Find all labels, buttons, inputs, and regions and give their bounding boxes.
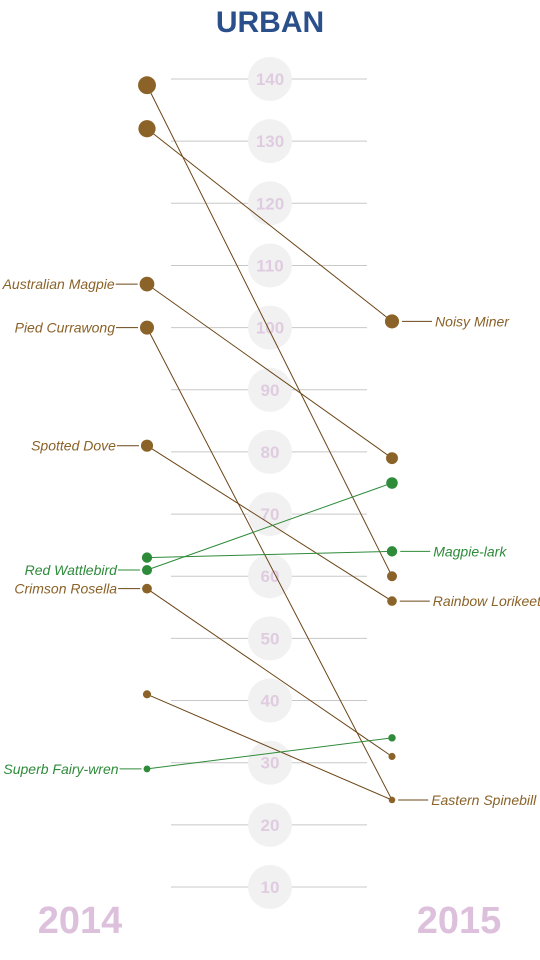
series-line [146, 327, 393, 801]
series-label-2014: Superb Fairy-wren [3, 761, 118, 777]
point-2014 [139, 276, 155, 292]
y-tick-label: 10 [261, 878, 280, 897]
year-2014-label: 2014 [38, 900, 123, 942]
series-line [146, 283, 393, 459]
tick-bubble [248, 305, 292, 350]
y-tick-label: 140 [256, 70, 284, 89]
y-tick-label: 100 [256, 319, 284, 338]
point-2015 [386, 546, 398, 557]
series-label-2014: Red Wattlebird [25, 562, 119, 578]
series-line [146, 693, 393, 801]
series-label-2015: Noisy Miner [435, 313, 510, 329]
point-2015 [386, 452, 398, 465]
point-2014 [138, 120, 156, 138]
tick-bubble [248, 865, 292, 909]
y-tick-label: 80 [261, 443, 280, 462]
y-tick-label: 60 [261, 567, 280, 586]
series-line [146, 482, 393, 571]
point-2015 [388, 752, 396, 761]
point-2015 [387, 596, 397, 606]
year-2015-label: 2015 [417, 900, 502, 942]
point-2014 [138, 76, 156, 95]
y-tick-label: 90 [261, 381, 280, 400]
tick-bubble [248, 492, 292, 537]
tick-bubble [248, 429, 292, 474]
series-label-2014: Australian Magpie [2, 276, 115, 292]
point-2014 [141, 564, 153, 576]
series-label-2015: Magpie-lark [433, 543, 507, 559]
y-tick-label: 30 [261, 754, 280, 773]
tick-bubble [248, 616, 292, 661]
y-tick-label: 70 [261, 505, 280, 524]
series-line [146, 588, 393, 757]
y-tick-label: 50 [261, 629, 280, 648]
tick-bubble [248, 243, 292, 288]
point-2014 [140, 439, 154, 452]
chart-title: URBAN [216, 6, 324, 39]
y-tick-label: 20 [261, 816, 280, 835]
grid-layer: 10 20 30 40 50 60 70 80 90 100 110 120 130 140 [171, 57, 367, 909]
series-line [146, 737, 393, 770]
tick-bubble [248, 119, 292, 164]
point-2015 [387, 571, 397, 582]
series-line [146, 128, 393, 322]
point-2014 [142, 583, 152, 594]
series-label-2014: Spotted Dove [31, 438, 116, 454]
point-2014 [142, 690, 152, 699]
series-label-2014: Crimson Rosella [14, 581, 117, 597]
y-tick-label: 130 [256, 132, 284, 151]
point-2015 [384, 314, 400, 329]
tick-bubble [248, 802, 292, 847]
tick-bubble [248, 554, 292, 599]
point-2015 [388, 734, 396, 742]
y-tick-label: 110 [256, 256, 283, 275]
tick-bubble [248, 181, 292, 226]
point-2015 [386, 477, 398, 489]
tick-bubble [248, 57, 292, 101]
series-line [146, 550, 393, 559]
series-label-2015: Rainbow Lorikeet [433, 593, 540, 609]
series-label-2014: Pied Currawong [15, 320, 116, 336]
tick-bubble [248, 678, 292, 723]
series-points [138, 76, 400, 804]
series-line [146, 445, 393, 602]
series-lines [146, 84, 393, 801]
y-tick-label: 40 [261, 692, 280, 711]
point-2014 [140, 320, 154, 335]
series-label-2015: Eastern Spinebill [431, 792, 537, 808]
series-labels: Noisy Miner Australian Magpie Pied Currawo… [2, 276, 540, 808]
point-2014 [143, 765, 151, 773]
y-tick-label: 120 [256, 194, 284, 213]
point-2015 [388, 796, 396, 804]
series-line [146, 84, 393, 577]
point-2014 [141, 552, 153, 563]
